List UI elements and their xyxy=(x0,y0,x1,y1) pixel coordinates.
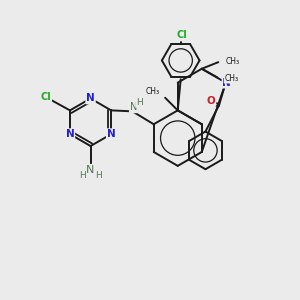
Text: N: N xyxy=(130,102,137,112)
Text: H: H xyxy=(95,171,102,180)
Text: CH₃: CH₃ xyxy=(146,87,160,96)
Text: N: N xyxy=(86,165,95,175)
Text: N: N xyxy=(86,94,95,103)
Text: CH₃: CH₃ xyxy=(225,57,239,66)
Text: N: N xyxy=(107,129,116,139)
Text: H: H xyxy=(136,98,143,107)
Text: O: O xyxy=(207,96,215,106)
Text: N: N xyxy=(66,129,74,139)
Text: Cl: Cl xyxy=(176,30,187,40)
Text: Cl: Cl xyxy=(40,92,51,102)
Text: N: N xyxy=(222,78,231,88)
Text: CH₃: CH₃ xyxy=(224,74,239,83)
Text: H: H xyxy=(79,171,86,180)
